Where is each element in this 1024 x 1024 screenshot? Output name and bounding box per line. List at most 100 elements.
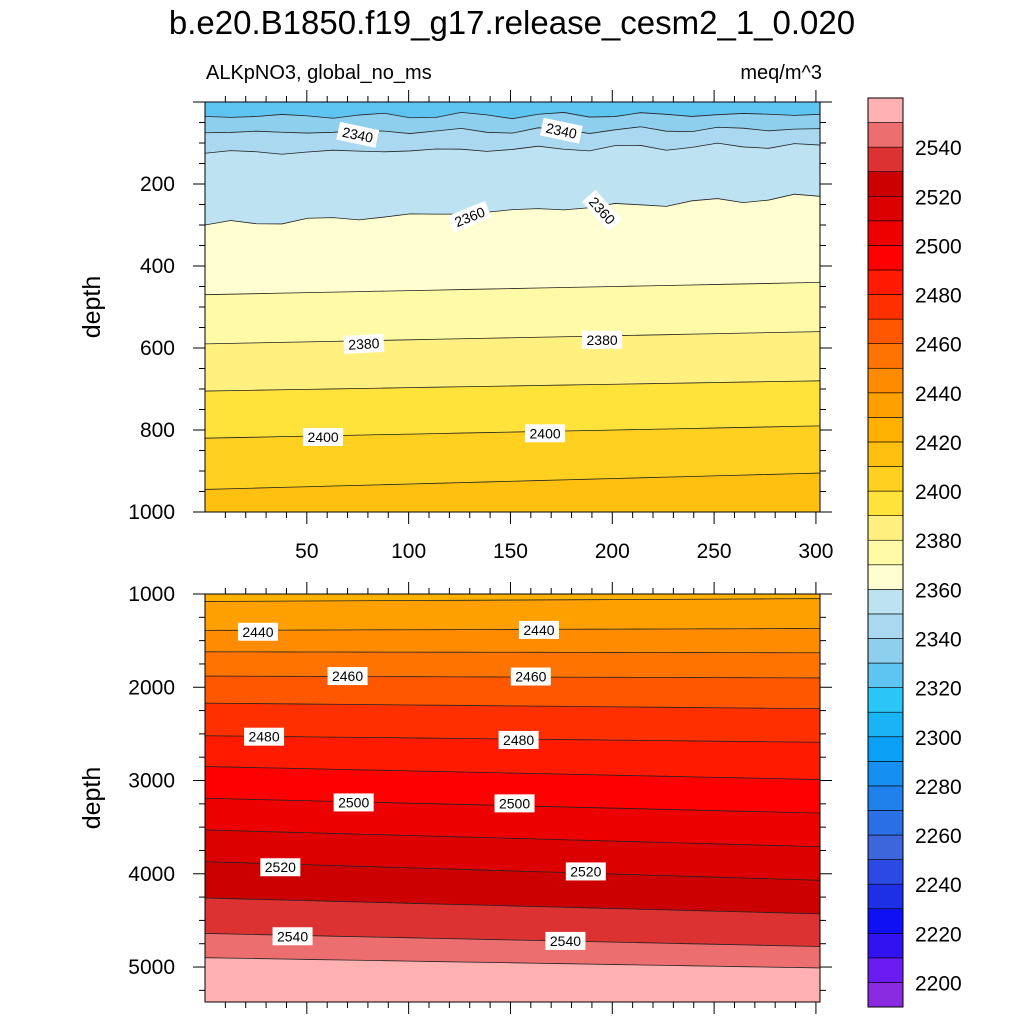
contour-line-2510 [204,829,821,848]
colorbar-box [867,220,904,246]
contour-label-bg [260,858,301,877]
contour-line-2380 [204,331,821,345]
contour-line-2450 [204,651,821,654]
colorbar-label: 2500 [915,235,962,258]
contour-label-text: 2440 [523,622,554,638]
colorbar-label: 2380 [915,530,962,553]
contour-label-bg [303,427,344,446]
contour-label-bg [518,620,559,639]
colorbar-label: 2340 [915,628,962,651]
contour-label-bg [237,622,278,641]
upper-panel: 50 100 150 200 250 300 200 400 600 800 1000 depth 23… [78,90,833,563]
contour-label-text: 2380 [348,335,380,353]
colorbar-box [867,343,904,369]
contour-label: 2400 [525,424,566,443]
colorbar-label: 2440 [915,383,962,406]
contour-label: 2380 [582,330,623,349]
colorbar-box [867,245,904,271]
contour-label: 2520 [260,858,301,877]
contour-label-bg [272,927,313,946]
colorbar-label: 2420 [915,432,962,455]
x-tick-label: 250 [697,540,732,563]
contour-line-2520 [204,861,821,881]
contour-label-bg [565,862,606,881]
contour-label-text: 2380 [587,332,618,348]
contour-label: 2340 [336,121,380,148]
colorbar-label: 2200 [915,972,962,995]
contour-label: 2500 [494,794,535,813]
x-tick-label: 150 [493,540,528,563]
colorbar-label: 2520 [915,186,962,209]
y-tick-label: 1000 [128,583,175,606]
contour-line-2370 [204,282,821,296]
y-tick-label: 400 [140,255,175,278]
variable-subtitle: ALKpNO3, global_no_ms [206,62,432,84]
colorbar-box [867,171,904,197]
y-tick-label: 3000 [128,770,175,793]
colorbar-box [867,269,904,295]
colorbar-box [867,761,904,787]
colorbar-box [867,785,904,811]
contour-label-text: 2340 [544,120,578,142]
x-tick-label: 50 [295,540,318,563]
contour-label-text: 2500 [338,794,369,810]
fill-band [205,473,820,512]
main-title: b.e20.B1850.f19_g17.release_cesm2_1_0.02… [168,4,856,41]
contour-label-bg [539,117,583,144]
fill-band [205,143,820,225]
contour-label-text: 2540 [550,933,581,949]
contour-line-2440 [204,628,821,631]
colorbar-box [867,638,904,664]
x-tick-label: 200 [595,540,630,563]
colorbar-box [867,195,904,222]
contour-label-bg [582,330,623,349]
colorbar-box [867,687,904,713]
lower-panel: 1000 2000 3000 4000 5000 depth 2440 2440 2460 246… [78,582,832,1014]
contour-label: 2460 [510,667,551,686]
colorbar-box [867,466,904,492]
fill-band [205,425,820,490]
fill-band [205,282,820,344]
y-tick-label: 1000 [128,501,175,524]
contour-label: 2440 [518,620,559,639]
contour-label: 2500 [333,793,374,812]
colorbar-box [867,441,904,467]
x-tick-label: 300 [798,540,833,563]
contour-label-text: 2520 [265,859,296,875]
contour-label: 2400 [303,427,344,446]
contour-label-bg [525,424,566,443]
contour-line-2360 [204,193,821,226]
contour-label-bg [336,121,380,148]
colorbar-label: 2540 [915,137,962,160]
colorbar-box [867,908,904,934]
y-tick-label: 5000 [128,956,175,979]
colorbar: 2200 2220 2240 2260 2280 2300 2320 2340 2360 2380… [867,97,962,1008]
plot-frame [204,593,821,1003]
contour-label-bg [244,727,285,746]
colorbar-box [867,564,904,590]
contour-label-bg [494,794,535,813]
colorbar-box [867,662,904,688]
contour-label-bg [498,730,539,749]
colorbar-box [867,883,904,910]
colorbar-box [867,982,904,1008]
colorbar-box [867,97,904,123]
contour-line-2350 [204,142,821,155]
colorbar-box [867,146,904,173]
contour-line-2470 [204,702,821,710]
colorbar-box [867,392,904,418]
contour-line-2330 [204,111,821,120]
fill-band [205,861,820,914]
contour-label-text: 2400 [530,425,561,441]
fill-band [205,102,820,119]
colorbar-box [867,932,904,959]
y-tick-label: 2000 [128,676,175,699]
colorbar-label: 2280 [915,776,962,799]
contour-label: 2380 [343,333,385,354]
colorbar-label: 2480 [915,285,962,308]
y-tick-label: 200 [140,173,175,196]
contour-label-bg [510,667,551,686]
colorbar-frame [867,97,904,1008]
colorbar-box [867,711,904,738]
